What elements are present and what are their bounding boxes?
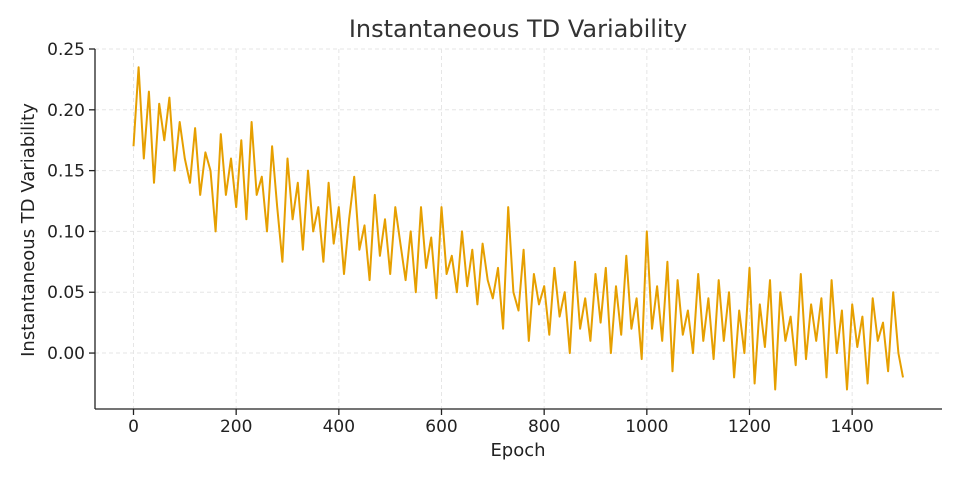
chart-title: Instantaneous TD Variability bbox=[349, 15, 687, 43]
x-tick-label: 1200 bbox=[728, 417, 771, 437]
series-layer bbox=[132, 66, 904, 391]
y-axis-label: Instantaneous TD Variability bbox=[18, 103, 39, 357]
y-tick-label: 0.00 bbox=[47, 344, 85, 364]
y-tick-label: 0.25 bbox=[47, 40, 85, 60]
x-tick-label: 1000 bbox=[625, 417, 668, 437]
y-tick-label: 0.20 bbox=[47, 101, 85, 121]
x-axis-label: Epoch bbox=[490, 440, 545, 461]
y-tick-label: 0.10 bbox=[47, 222, 85, 242]
y-tick-label: 0.05 bbox=[47, 283, 85, 303]
x-tick-label: 0 bbox=[128, 417, 139, 437]
x-tick-label: 600 bbox=[425, 417, 457, 437]
x-tick-label: 200 bbox=[220, 417, 252, 437]
x-tick-label: 1400 bbox=[831, 417, 874, 437]
grid bbox=[95, 48, 942, 409]
axes: 0 200 400 600 800 1000 1200 1400 0.00 0.05 0.10 0.1… bbox=[47, 40, 942, 437]
x-tick-label: 800 bbox=[528, 417, 560, 437]
x-tick-label: 400 bbox=[323, 417, 355, 437]
series-line bbox=[132, 66, 904, 391]
y-tick-label: 0.15 bbox=[47, 162, 85, 182]
